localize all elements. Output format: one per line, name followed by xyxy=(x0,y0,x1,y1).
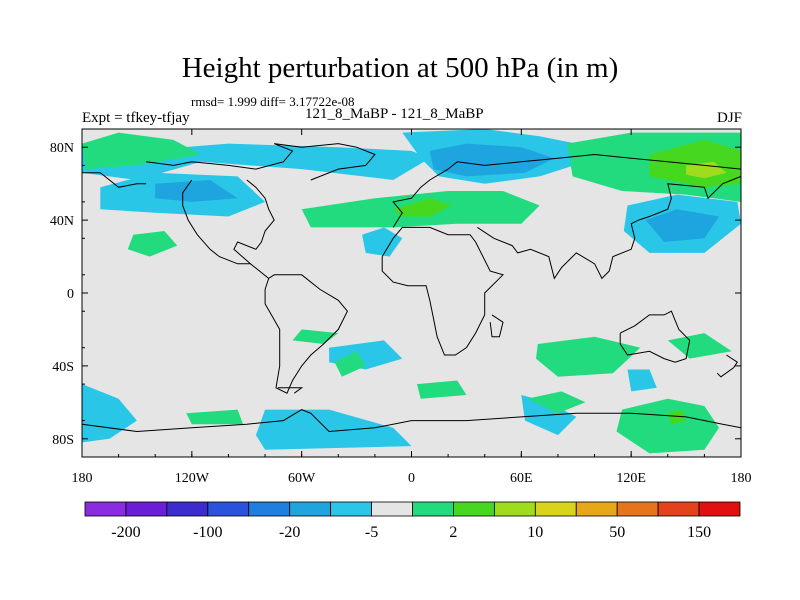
colorbar-label: -200 xyxy=(111,524,140,541)
coastline-3 xyxy=(392,153,741,228)
colorbar-label: 150 xyxy=(687,524,711,541)
colorbar-box-0 xyxy=(84,501,127,517)
colorbar-label: 50 xyxy=(609,524,625,541)
y-tick-label: 80S xyxy=(52,433,74,448)
colorbar-box-9 xyxy=(453,501,495,517)
coastline-9 xyxy=(277,387,304,394)
coastline-6 xyxy=(619,310,691,363)
colorbar-box-3 xyxy=(207,501,250,517)
colorbar-label: -20 xyxy=(279,524,300,541)
x-tick-label: 60W xyxy=(288,471,316,486)
coastline-4 xyxy=(381,226,504,356)
colorbar-label: -5 xyxy=(365,524,378,541)
coastline-1 xyxy=(233,179,348,394)
contour-region-14 xyxy=(686,161,727,179)
colorbar-box-1 xyxy=(125,501,168,517)
contour-region-11 xyxy=(393,198,452,217)
x-tick-label: 180 xyxy=(72,471,93,486)
coastline-8 xyxy=(716,354,738,378)
x-tick-label: 0 xyxy=(408,471,415,486)
colorbar-box-8 xyxy=(412,501,454,517)
x-tick-label: 60E xyxy=(510,471,533,486)
contour-region-2 xyxy=(155,180,238,202)
colorbar-box-14 xyxy=(657,501,700,517)
contour-region-19 xyxy=(627,369,657,392)
x-axis: 180 120W 60W 0 60E 120E 180 xyxy=(72,129,752,486)
experiment-label: Expt = tfkey-tfjay xyxy=(82,110,190,126)
contour-region-26 xyxy=(526,391,586,414)
colorbar-label: 2 xyxy=(449,524,457,541)
coastline-7 xyxy=(82,409,741,433)
colorbar-label: -100 xyxy=(193,524,222,541)
contour-fills xyxy=(82,129,741,454)
coastline-2 xyxy=(182,179,251,265)
contour-region-13 xyxy=(649,139,741,188)
colorbar-box-2 xyxy=(166,501,209,517)
y-axis: 80N 40N 0 40S 80S xyxy=(50,128,741,458)
contour-region-4 xyxy=(429,143,555,177)
stats-line: rmsd= 1.999 diff= 3.17722e-08 xyxy=(191,94,355,109)
case-label: 121_8_MaBP - 121_8_MaBP xyxy=(305,106,484,122)
colorbar-box-6 xyxy=(330,501,372,517)
contour-region-24 xyxy=(536,336,641,377)
coastline-5 xyxy=(477,175,741,280)
coastline-0 xyxy=(146,143,376,181)
colorbar-box-4 xyxy=(248,501,291,517)
colorbar: -200 -100 -20 -5 2 10 50 150 xyxy=(84,501,741,541)
y-tick-label: 0 xyxy=(67,287,74,302)
contour-region-22 xyxy=(334,351,366,377)
contour-region-16 xyxy=(82,384,137,443)
colorbar-box-12 xyxy=(575,501,618,517)
contour-region-9 xyxy=(127,231,178,257)
y-tick-label: 40S xyxy=(52,360,74,375)
contour-region-25 xyxy=(667,333,732,359)
colorbar-box-10 xyxy=(493,501,536,517)
coastline-11 xyxy=(82,172,147,188)
season-label: DJF xyxy=(716,110,742,126)
colorbar-box-13 xyxy=(616,501,659,517)
colorbar-box-5 xyxy=(289,501,332,517)
colorbar-box-7 xyxy=(371,501,413,517)
colorbar-box-11 xyxy=(534,501,577,517)
contour-region-27 xyxy=(616,398,719,454)
contour-region-5 xyxy=(362,227,403,257)
coastline-10 xyxy=(489,314,504,338)
x-tick-label: 120E xyxy=(616,471,646,486)
contour-region-8 xyxy=(82,132,201,170)
chart-title: Height perturbation at 500 hPa (in m) xyxy=(181,52,619,84)
x-tick-label: 180 xyxy=(731,471,752,486)
contour-region-17 xyxy=(255,409,412,450)
y-tick-label: 40N xyxy=(50,214,74,229)
coastlines xyxy=(82,143,741,433)
colorbar-label: 10 xyxy=(527,524,543,541)
colorbar-box-15 xyxy=(698,501,741,517)
contour-region-7 xyxy=(645,209,719,242)
contour-region-23 xyxy=(417,380,467,399)
contour-region-28 xyxy=(667,409,687,425)
y-tick-label: 80N xyxy=(50,141,74,156)
x-tick-label: 120W xyxy=(175,471,210,486)
contour-region-21 xyxy=(186,409,244,425)
